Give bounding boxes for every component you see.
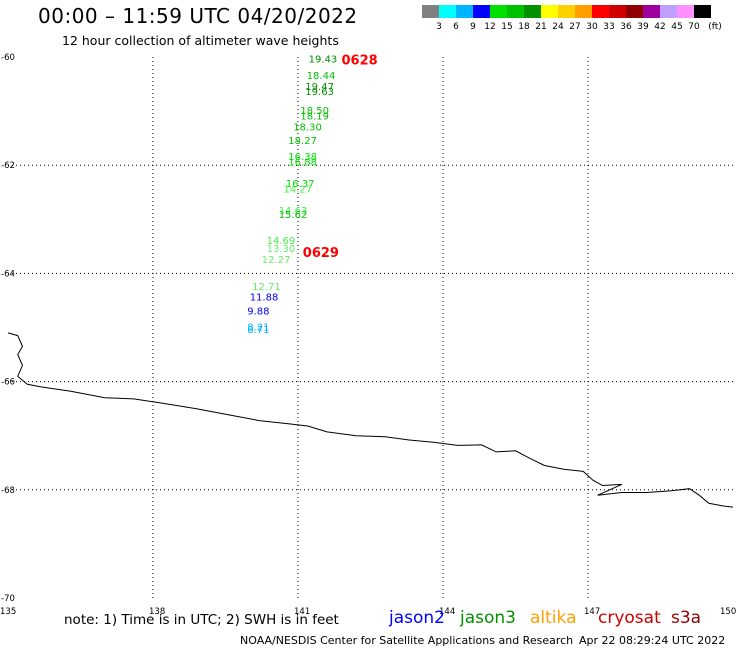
lat-tick-label: -64: [1, 269, 15, 279]
scale-swatch: [575, 5, 592, 18]
swh-value: 8.71: [247, 325, 269, 336]
scale-label: 12: [484, 22, 496, 32]
swh-value: 19.47: [305, 82, 334, 93]
scale-label: 3: [436, 22, 442, 32]
scale-label: 27: [569, 22, 581, 32]
scale-label: 39: [637, 22, 649, 32]
scale-label: 45: [671, 22, 683, 32]
swh-value: 14.69: [267, 236, 296, 247]
scale-label: 9: [470, 22, 476, 32]
scale-label: 42: [654, 22, 666, 32]
satellite-s3a: s3a: [671, 608, 702, 628]
lon-tick-label: 141: [294, 607, 310, 617]
scale-swatch: [456, 5, 473, 18]
track-time-label: 0629: [303, 246, 339, 261]
scale-label: 70: [688, 22, 700, 32]
scale-swatch: [660, 5, 677, 18]
scale-swatch: [422, 5, 439, 18]
scale-swatch: [439, 5, 456, 18]
swh-value: 13.30: [267, 244, 296, 255]
scale-label: 6: [453, 22, 459, 32]
lon-tick-label: 135: [0, 607, 16, 617]
scale-swatch: [524, 5, 541, 18]
scale-swatch: [490, 5, 507, 18]
satellite-cryosat: cryosat: [598, 608, 661, 628]
swh-value: 14.27: [284, 185, 313, 196]
scale-label: 18: [518, 22, 530, 32]
swh-value: 19.63: [305, 87, 334, 98]
lon-tick-label: 150: [720, 607, 736, 617]
lat-tick-label: -70: [1, 594, 15, 604]
scale-label: 33: [603, 22, 615, 32]
scale-swatch: [643, 5, 660, 18]
satellite-jason3: jason3: [460, 608, 516, 628]
scale-swatch: [626, 5, 643, 18]
coastline: [7, 332, 734, 508]
generated-timestamp: Apr 22 08:29:24 UTC 2022: [579, 634, 726, 647]
scale-label: 36: [620, 22, 632, 32]
swh-value: 18.30: [293, 122, 322, 133]
swh-value: 15.62: [279, 210, 308, 221]
swh-value: 19.43: [309, 55, 338, 66]
swh-value: 18.44: [307, 71, 336, 82]
swh-value: 14.63: [279, 206, 308, 217]
scale-unit: (ft): [708, 22, 722, 32]
lat-tick-label: -68: [1, 486, 15, 496]
scale-label: 15: [501, 22, 513, 32]
track-time-label: 0628: [342, 54, 378, 69]
swh-value: 16.38: [288, 152, 317, 163]
scale-swatch: [473, 5, 490, 18]
swh-value: 18.27: [288, 136, 317, 147]
scale-label: 21: [535, 22, 547, 32]
credit-text: NOAA/NESDIS Center for Satellite Applica…: [240, 634, 574, 647]
swh-value: 12.27: [262, 255, 291, 266]
swh-value: 16.88: [288, 158, 317, 169]
lat-tick-label: -60: [1, 53, 15, 63]
lon-tick-label: 144: [439, 607, 455, 617]
scale-label: 24: [552, 22, 564, 32]
scale-swatch: [677, 5, 694, 18]
scale-swatch: [694, 5, 711, 18]
scale-label: 30: [586, 22, 598, 32]
lon-tick-label: 138: [149, 607, 165, 617]
swh-value: 8.21: [247, 323, 269, 334]
satellite-jason2: jason2: [389, 608, 445, 628]
lat-tick-label: -62: [1, 161, 15, 171]
swh-value: 12.71: [252, 282, 281, 293]
swh-value: 18.19: [300, 112, 329, 123]
swh-value: 16.37: [286, 179, 315, 190]
page-subtitle: 12 hour collection of altimeter wave hei…: [62, 33, 339, 48]
lon-tick-label: 147: [584, 607, 600, 617]
swh-value: 11.88: [250, 293, 279, 304]
swh-value: 9.88: [247, 306, 269, 317]
scale-swatch: [541, 5, 558, 18]
page-title: 00:00 – 11:59 UTC 04/20/2022: [38, 4, 358, 28]
swh-value: 18.50: [300, 106, 329, 117]
scale-swatch: [592, 5, 609, 18]
lat-tick-label: -66: [1, 378, 15, 388]
scale-swatch: [507, 5, 524, 18]
scale-swatch: [609, 5, 626, 18]
scale-swatch: [558, 5, 575, 18]
footer-note: note: 1) Time is in UTC; 2) SWH is in fe…: [64, 612, 339, 628]
satellite-altika: altika: [530, 608, 577, 628]
